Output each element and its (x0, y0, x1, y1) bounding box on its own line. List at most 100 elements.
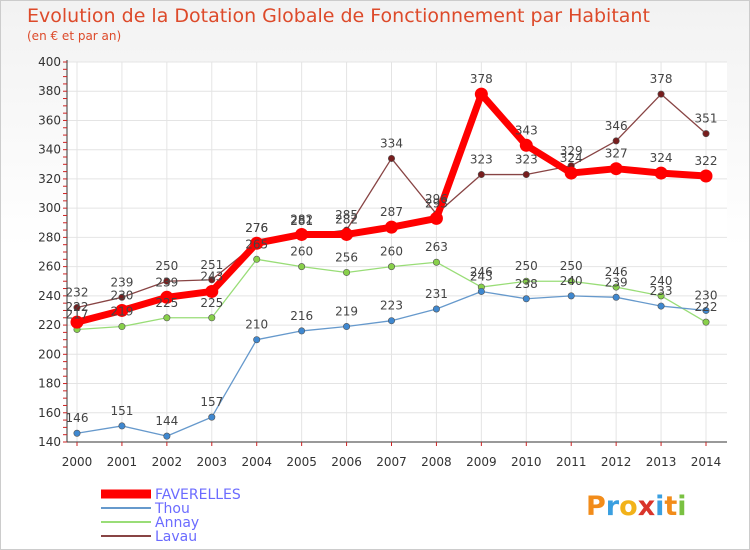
proxiti-logo: Proxiti (586, 491, 687, 522)
data-label-annay: 260 (290, 245, 313, 259)
logo-letter: t (664, 491, 678, 522)
data-point-thou (298, 327, 306, 335)
data-label-lavau: 323 (515, 153, 538, 167)
data-point-faverelles (699, 169, 713, 183)
data-point-thou (702, 306, 710, 314)
y-tick-label: 320 (38, 172, 61, 186)
data-point-annay (118, 323, 126, 331)
data-point-faverelles (160, 290, 174, 304)
data-label-thou: 157 (200, 395, 223, 409)
data-label-faverelles: 287 (380, 205, 403, 219)
data-label-lavau: 296 (425, 192, 448, 206)
data-label-thou: 216 (290, 309, 313, 323)
data-point-lavau (208, 276, 216, 284)
data-label-lavau: 378 (650, 72, 673, 86)
data-label-thou: 219 (335, 305, 358, 319)
data-point-lavau (657, 90, 665, 98)
data-label-faverelles: 282 (335, 212, 358, 226)
y-tick-label: 400 (38, 55, 61, 69)
data-label-annay: 222 (695, 300, 718, 314)
data-label-lavau: 329 (560, 144, 583, 158)
data-point-faverelles (429, 211, 443, 225)
data-label-thou: 238 (515, 277, 538, 291)
data-point-faverelles (564, 166, 578, 180)
legend-label-lavau: Lavau (155, 529, 197, 545)
data-point-thou (208, 413, 216, 421)
data-label-annay: 260 (380, 245, 403, 259)
data-label-thou: 146 (66, 411, 89, 425)
data-point-lavau (612, 137, 620, 145)
data-point-thou (432, 305, 440, 313)
data-point-faverelles (609, 162, 623, 176)
x-tick-label: 2011 (556, 455, 587, 469)
data-point-lavau (163, 277, 171, 285)
data-label-faverelles: 327 (605, 147, 628, 161)
data-point-thou (612, 293, 620, 301)
y-tick-label: 300 (38, 201, 61, 215)
data-label-annay: 263 (425, 240, 448, 254)
x-tick-label: 2004 (241, 455, 272, 469)
data-label-annay: 250 (515, 259, 538, 273)
data-point-lavau (477, 171, 485, 179)
x-tick-label: 2003 (197, 455, 228, 469)
data-label-lavau: 239 (110, 275, 133, 289)
y-tick-label: 240 (38, 289, 61, 303)
data-point-annay (702, 318, 710, 326)
logo-letter: r (605, 491, 620, 522)
y-tick-label: 280 (38, 230, 61, 244)
legend-label-faverelles: FAVERELLES (155, 487, 241, 503)
data-point-thou (253, 336, 261, 344)
data-point-annay (567, 277, 575, 285)
data-label-thou: 151 (110, 404, 133, 418)
y-tick-label: 360 (38, 113, 61, 127)
data-point-annay (612, 283, 620, 291)
data-label-lavau: 276 (245, 221, 268, 235)
data-label-lavau: 250 (155, 259, 178, 273)
data-point-faverelles (70, 315, 84, 329)
data-point-annay (387, 263, 395, 271)
data-point-faverelles (115, 303, 129, 317)
x-tick-label: 2006 (331, 455, 362, 469)
data-label-annay: 246 (605, 265, 628, 279)
y-tick-label: 140 (38, 435, 61, 449)
legend-label-annay: Annay (155, 515, 199, 531)
data-point-annay (432, 258, 440, 266)
legend-label-thou: Thou (154, 501, 190, 517)
data-label-faverelles: 282 (290, 212, 313, 226)
data-point-annay (163, 314, 171, 322)
data-point-lavau (387, 154, 395, 162)
data-label-lavau: 281 (290, 214, 313, 228)
y-tick-label: 380 (38, 84, 61, 98)
y-tick-label: 180 (38, 377, 61, 391)
data-label-faverelles: 239 (155, 275, 178, 289)
data-label-faverelles: 324 (650, 151, 673, 165)
data-label-annay: 246 (470, 265, 493, 279)
logo-letter: i (677, 491, 687, 522)
data-label-faverelles: 222 (66, 300, 89, 314)
data-point-lavau (522, 171, 530, 179)
x-tick-label: 2010 (511, 455, 542, 469)
data-label-lavau: 346 (605, 119, 628, 133)
data-label-faverelles: 322 (695, 154, 718, 168)
data-label-thou: 223 (380, 299, 403, 313)
data-label-faverelles: 230 (110, 288, 133, 302)
data-label-thou: 231 (425, 287, 448, 301)
data-point-thou (163, 432, 171, 440)
data-label-lavau: 232 (66, 286, 89, 300)
data-point-faverelles (250, 236, 264, 250)
y-tick-label: 160 (38, 406, 61, 420)
chart-title: Evolution de la Dotation Globale de Fonc… (27, 5, 650, 27)
logo-letter: x (637, 491, 656, 522)
data-label-faverelles: 378 (470, 72, 493, 86)
x-tick-label: 2008 (421, 455, 452, 469)
data-point-faverelles (519, 138, 533, 152)
logo-letter: i (655, 491, 665, 522)
data-label-thou: 144 (155, 414, 178, 428)
data-point-faverelles (205, 284, 219, 298)
data-point-thou (657, 302, 665, 310)
data-label-annay: 250 (560, 259, 583, 273)
data-label-lavau: 351 (695, 112, 718, 126)
data-label-annay: 225 (155, 296, 178, 310)
data-point-annay (522, 277, 530, 285)
